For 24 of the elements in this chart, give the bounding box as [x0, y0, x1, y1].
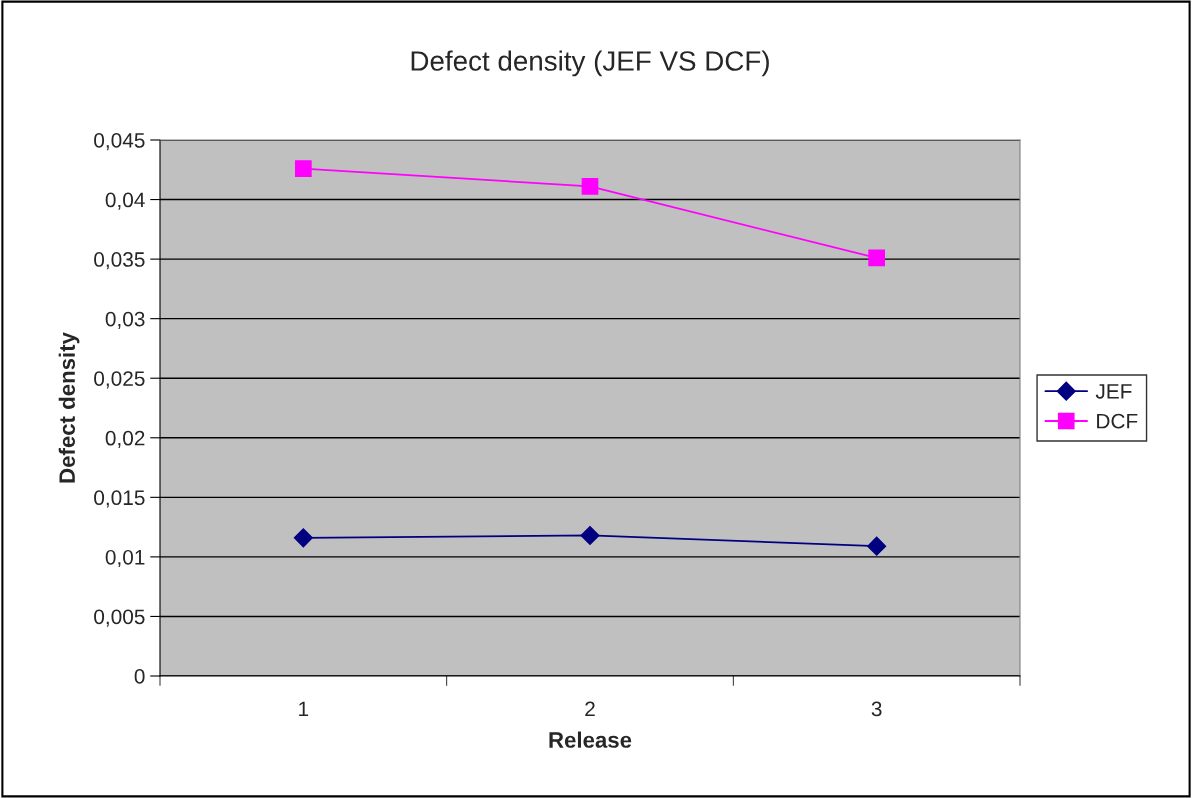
point	[868, 249, 886, 267]
y-tick-label: 0,035	[94, 252, 145, 270]
y-tick-label: 0,045	[94, 133, 145, 151]
point	[580, 525, 600, 545]
point	[581, 178, 599, 195]
x-tick-label: 2	[585, 701, 595, 717]
y-tick-label: 0,02	[105, 430, 145, 448]
y-tick-label: 0,03	[105, 311, 145, 329]
point	[293, 528, 313, 548]
y-tick-label: 0	[134, 669, 145, 684]
y-tick-label: 0,015	[94, 490, 145, 508]
legend-label: JEF	[1095, 384, 1132, 399]
y-axis-title: Defect density	[58, 332, 80, 483]
x-tick-label: 1	[299, 701, 309, 717]
y-tick-label: 0,005	[94, 609, 145, 627]
legend-label: DCF	[1097, 413, 1138, 429]
y-tick-label: 0,01	[105, 549, 145, 568]
chart-title: Defect density (JEF VS DCF)	[411, 50, 769, 77]
point	[867, 536, 887, 556]
y-tick-label: 0,025	[94, 371, 145, 389]
x-tick-label: 3	[871, 701, 882, 717]
point	[294, 160, 312, 177]
y-tick-label: 0,04	[105, 192, 145, 210]
x-axis-title: Release	[549, 731, 632, 748]
